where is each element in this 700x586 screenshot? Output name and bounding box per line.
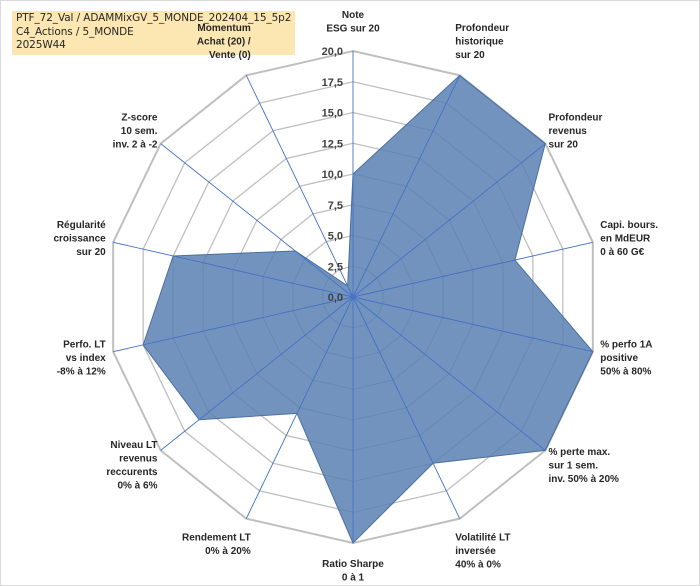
- category-label-layer: Note ESG sur 20 Profondeur historique sur 20…: [53, 10, 658, 584]
- category-label-line: Volatilité LT: [455, 532, 510, 543]
- spoke-13: [245, 75, 354, 298]
- category-label-line: Profondeur: [455, 23, 509, 34]
- spoke-1: [352, 75, 461, 298]
- category-label-line: Niveau LT: [110, 440, 157, 451]
- category-label-line: % perte max.: [549, 447, 611, 458]
- category-label-line: croissance: [53, 234, 106, 245]
- tick-label: 0,0: [328, 292, 343, 304]
- category-label-line: Momentum: [197, 23, 250, 34]
- tick-label: 15,0: [322, 108, 343, 120]
- spoke-6: [352, 296, 461, 519]
- category-label-1: Profondeur historique sur 20: [455, 23, 509, 61]
- category-label-12: Z-score 10 sem. inv. 2 à -2: [113, 113, 158, 151]
- spoke-3: [352, 241, 593, 298]
- category-label-line: Profondeur: [549, 113, 603, 124]
- category-label-6: Volatilité LT inversée 40% à 0%: [455, 532, 510, 570]
- category-label-10: Perfo. LT vs index -8% à 12%: [57, 339, 106, 377]
- tick-label: 17,5: [322, 77, 343, 89]
- spoke-11: [113, 241, 354, 298]
- category-label-0: Note ESG sur 20: [326, 10, 380, 35]
- category-label-line: Achat (20) /: [197, 37, 251, 48]
- tick-label: 2,5: [328, 261, 343, 273]
- chart-title-box: PTF_72_Val / ADAMMixGV_5_MONDE_202404_15…: [12, 11, 296, 55]
- category-label-line: % perfo 1A: [600, 339, 652, 350]
- category-label-line: Rendement LT: [182, 532, 251, 543]
- spoke-12: [160, 143, 354, 298]
- category-label-line: vs index: [66, 353, 106, 364]
- category-label-line: revenus: [549, 126, 588, 137]
- spoke-2: [352, 143, 546, 298]
- category-label-line: Capi. bours.: [600, 220, 658, 231]
- category-label-8: Rendement LT 0% à 20%: [182, 532, 251, 557]
- category-label-line: 40% à 0%: [455, 559, 501, 570]
- spoke-layer: [113, 51, 593, 543]
- category-label-line: sur 20: [76, 247, 106, 258]
- category-label-line: Ratio Sharpe: [322, 559, 384, 570]
- category-label-line: Perfo. LT: [63, 339, 106, 350]
- spoke-5: [352, 296, 546, 451]
- category-label-line: Vente (0): [209, 50, 251, 61]
- category-label-line: ESG sur 20: [326, 24, 380, 35]
- category-label-line: historique: [455, 37, 504, 48]
- title-line-2: C4_Actions / 5_MONDE: [16, 25, 134, 38]
- category-label-4: % perfo 1A positive 50% à 80%: [600, 339, 652, 377]
- tick-layer: 0,0 2,5 5,0 7,5 10,0 12,5 15,0 17,5 20,0: [322, 46, 343, 304]
- category-label-line: 0% à 6%: [117, 481, 157, 492]
- tick-label: 10,0: [322, 169, 343, 181]
- category-label-line: positive: [600, 353, 638, 364]
- category-label-13: Momentum Achat (20) / Vente (0): [197, 23, 251, 61]
- category-label-11: Régularité croissance sur 20: [53, 220, 106, 258]
- category-label-line: reccurents: [106, 467, 158, 478]
- category-label-line: inv. 2 à -2: [113, 140, 158, 151]
- spoke-10: [113, 296, 354, 353]
- category-label-line: Z-score: [121, 113, 158, 124]
- category-label-line: inv. 50% à 20%: [549, 474, 620, 485]
- category-label-line: Note: [342, 10, 365, 21]
- category-label-line: -8% à 12%: [57, 366, 106, 377]
- category-label-line: 0 à 60 G€: [600, 247, 644, 258]
- category-label-5: % perte max. sur 1 sem. inv. 50% à 20%: [549, 447, 620, 485]
- category-label-line: 0 à 1: [342, 573, 365, 584]
- category-label-line: 0% à 20%: [205, 546, 251, 557]
- category-label-line: revenus: [119, 454, 158, 465]
- category-label-line: en MdEUR: [600, 234, 651, 245]
- category-label-line: Régularité: [57, 220, 106, 231]
- category-label-3: Capi. bours. en MdEUR 0 à 60 G€: [600, 220, 658, 258]
- category-label-7: Ratio Sharpe 0 à 1: [322, 559, 384, 584]
- title-line-3: 2025W44: [16, 39, 66, 51]
- tick-label: 7,5: [328, 200, 343, 212]
- category-label-2: Profondeur revenus sur 20: [549, 113, 603, 151]
- spoke-4: [352, 296, 593, 353]
- category-label-9: Niveau LT revenus reccurents 0% à 6%: [106, 440, 158, 492]
- category-label-line: 50% à 80%: [600, 366, 651, 377]
- category-label-line: inversée: [455, 546, 496, 557]
- category-label-line: sur 1 sem.: [549, 460, 599, 471]
- category-label-line: sur 20: [549, 140, 579, 151]
- tick-label: 20,0: [322, 46, 343, 58]
- category-label-line: 10 sem.: [121, 126, 158, 137]
- spoke-8: [245, 296, 354, 519]
- tick-label: 5,0: [328, 231, 343, 243]
- spoke-9: [160, 296, 354, 451]
- category-label-line: sur 20: [455, 50, 485, 61]
- title-line-1: PTF_72_Val / ADAMMixGV_5_MONDE_202404_15…: [16, 12, 292, 24]
- tick-label: 12,5: [322, 138, 343, 150]
